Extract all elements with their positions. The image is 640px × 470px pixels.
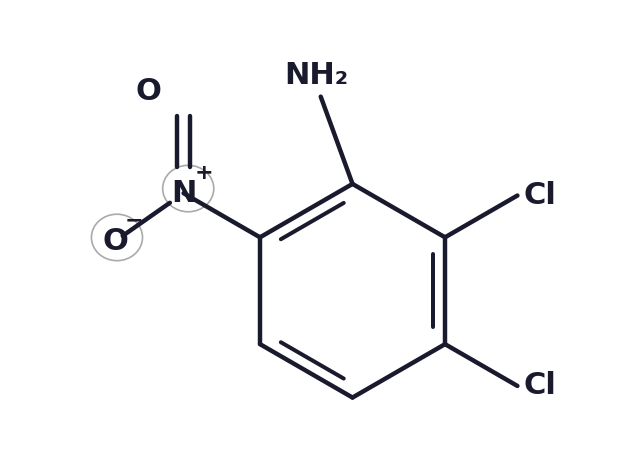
Text: Cl: Cl [524, 371, 557, 400]
Text: −: − [124, 211, 143, 231]
Text: N: N [171, 179, 196, 208]
Text: O: O [135, 77, 161, 106]
Text: O: O [102, 227, 128, 256]
Text: +: + [195, 163, 213, 183]
Text: Cl: Cl [524, 181, 557, 210]
Text: NH₂: NH₂ [284, 61, 348, 90]
